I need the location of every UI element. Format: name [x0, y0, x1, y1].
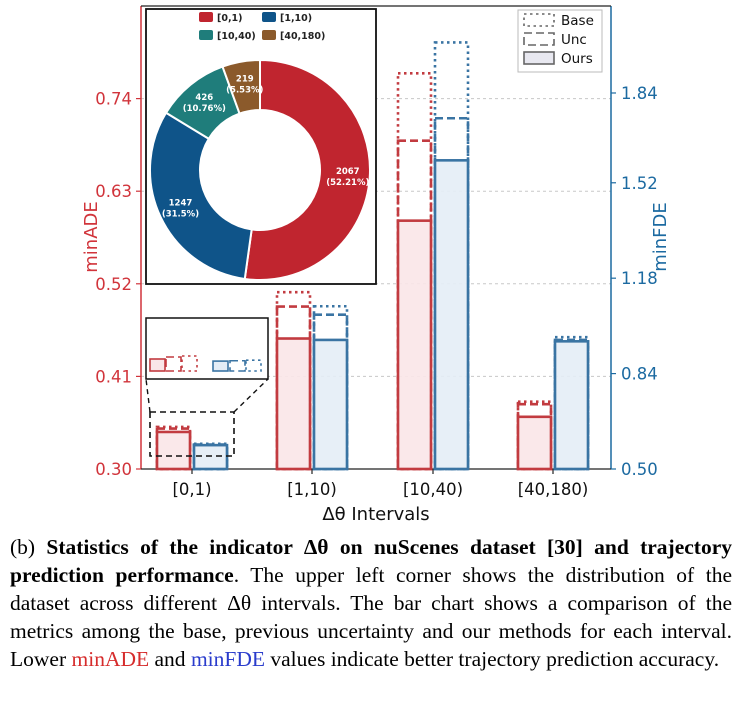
bar-minfde-ours: [433, 159, 470, 471]
donut-legend-label: [1,10): [280, 13, 312, 24]
bar-minade-ours: [155, 430, 192, 471]
x-axis-label: Δθ Intervals: [322, 504, 429, 525]
left-tick-label: 0.30: [95, 460, 132, 479]
inset-bar-minade-ours: [149, 358, 166, 372]
legend-swatch-ours: [523, 51, 555, 65]
caption-end: values indicate better trajectory predic…: [265, 647, 720, 671]
donut-slice-label: 219: [236, 74, 254, 84]
caption-prefix: (b): [10, 535, 47, 559]
caption-minade: minADE: [71, 647, 150, 671]
donut-legend-swatch: [199, 30, 213, 40]
right-tick-label: 1.84: [621, 84, 658, 103]
bar-minade-ours: [275, 337, 312, 471]
bar-minfde-ours: [192, 443, 229, 471]
bar-chart: 0.30 0.41 0.52 0.63 0.74 0.50 0.84 1.18 1.52 1.84…: [81, 5, 671, 525]
bar-minfde-ours: [553, 340, 590, 471]
donut-slice-label: (52.21%): [326, 178, 369, 188]
zoom-region-box: [149, 411, 235, 457]
right-tick-label: 1.52: [621, 174, 658, 193]
caption-bold: Statistics of the indicator Δθ on nuScen…: [10, 535, 732, 587]
y-axis-label-right: minFDE: [650, 202, 671, 272]
legend-swatch-base: [523, 13, 555, 27]
donut-slice-label: (5.53%): [226, 85, 263, 95]
donut-slice: [221, 58, 261, 115]
bar-minade-ours: [516, 415, 553, 471]
inset-bar-minfde-base: [245, 359, 262, 372]
x-tick-label: [1,10): [287, 480, 337, 499]
legend-swatch-unc: [523, 32, 555, 46]
donut-slice-label: 1247: [169, 199, 193, 209]
left-tick-label: 0.41: [95, 367, 132, 386]
donut-slice-label: (10.76%): [183, 104, 226, 114]
x-tick-label: [40,180): [518, 480, 589, 499]
zoom-inset-box: [145, 317, 269, 380]
legend-label-base: Base: [561, 13, 594, 29]
inset-bar-minfde-unc: [229, 359, 246, 372]
right-tick-label: 0.84: [621, 365, 658, 384]
left-tick-label: 0.63: [95, 182, 132, 201]
right-tick-label: 1.18: [621, 269, 658, 288]
zoom-connector: [145, 378, 151, 413]
caption-minfde: minFDE: [190, 647, 266, 671]
figure-caption: (b) Statistics of the indicator Δθ on nu…: [10, 533, 732, 673]
left-tick-label: 0.74: [95, 90, 132, 109]
bar-minfde-ours: [312, 338, 349, 471]
donut-legend-swatch: [199, 12, 213, 22]
donut-legend-swatch: [262, 30, 276, 40]
x-tick-label: [10,40): [403, 480, 463, 499]
donut-legend-label: [10,40): [217, 31, 256, 42]
y-axis-label-left: minADE: [81, 201, 102, 273]
donut-slice-label: (31.5%): [162, 210, 199, 220]
inset-bar-minade-base: [181, 355, 198, 372]
legend-label-unc: Unc: [561, 32, 587, 48]
legend-label-ours: Ours: [561, 51, 593, 67]
donut-legend-label: [40,180): [280, 31, 325, 42]
caption-text: . The upper left corner shows the distri…: [10, 563, 733, 671]
right-tick-label: 0.50: [621, 460, 658, 479]
inset-bar-minfde-ours: [212, 360, 229, 372]
left-tick-label: 0.52: [95, 275, 132, 294]
donut-slice: [149, 111, 253, 281]
x-tick-label: [0,1): [172, 480, 211, 499]
caption-mid: and: [149, 647, 191, 671]
inset-bar-minade-unc: [165, 356, 182, 372]
donut-legend-swatch: [262, 12, 276, 22]
donut-slice-label: 426: [195, 93, 213, 103]
donut-slice-label: 2067: [336, 167, 360, 177]
bar-minade-ours: [396, 219, 433, 471]
donut-slice: [243, 58, 371, 281]
zoom-connector: [233, 378, 269, 413]
donut-legend-label: [0,1): [217, 13, 243, 24]
